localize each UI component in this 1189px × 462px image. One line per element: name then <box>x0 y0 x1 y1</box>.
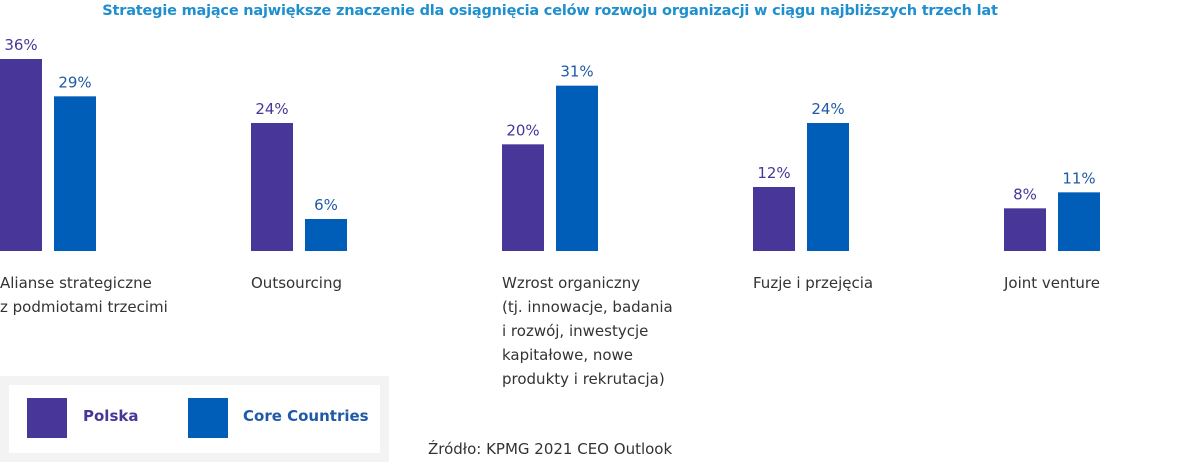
bar-core-countries-2 <box>556 85 598 252</box>
legend-label-polska: Polska <box>83 407 139 425</box>
value-label-core-countries-2: 31% <box>560 63 593 81</box>
source-note: Źródło: KPMG 2021 CEO Outlook <box>428 440 673 458</box>
value-label-polska-4: 8% <box>1013 185 1037 203</box>
bar-core-countries-4 <box>1058 192 1100 251</box>
value-label-polska-0: 36% <box>4 36 37 54</box>
category-label-0: Alianse strategiczne z podmiotami trzeci… <box>0 274 168 316</box>
value-label-polska-1: 24% <box>255 100 288 118</box>
value-label-polska-2: 20% <box>506 121 539 139</box>
chart-title: Strategie mające największe znaczenie dl… <box>102 3 998 19</box>
bar-core-countries-0 <box>54 96 96 251</box>
value-label-polska-3: 12% <box>757 164 790 182</box>
legend-swatch-polska <box>27 398 67 438</box>
legend: Polska Core Countries <box>0 376 389 462</box>
legend-label-core-countries: Core Countries <box>243 407 369 425</box>
value-label-core-countries-0: 29% <box>58 73 91 91</box>
category-label-2: Wzrost organiczny (tj. innowacje, badani… <box>502 274 673 388</box>
value-label-core-countries-4: 11% <box>1062 169 1095 187</box>
category-label-1: Outsourcing <box>251 274 342 292</box>
value-label-core-countries-1: 6% <box>314 196 338 214</box>
value-label-core-countries-3: 24% <box>811 100 844 118</box>
bar-polska-4 <box>1004 208 1046 251</box>
category-label-4: Joint venture <box>1004 274 1100 292</box>
legend-panel: Polska Core Countries <box>9 385 380 453</box>
bar-core-countries-1 <box>305 219 347 251</box>
bar-polska-3 <box>753 187 795 251</box>
bar-core-countries-3 <box>807 123 849 251</box>
legend-swatch-core-countries <box>188 398 228 438</box>
bar-polska-1 <box>251 123 293 251</box>
bar-polska-2 <box>502 144 544 251</box>
category-label-3: Fuzje i przejęcia <box>753 274 874 292</box>
bar-polska-0 <box>0 59 42 251</box>
